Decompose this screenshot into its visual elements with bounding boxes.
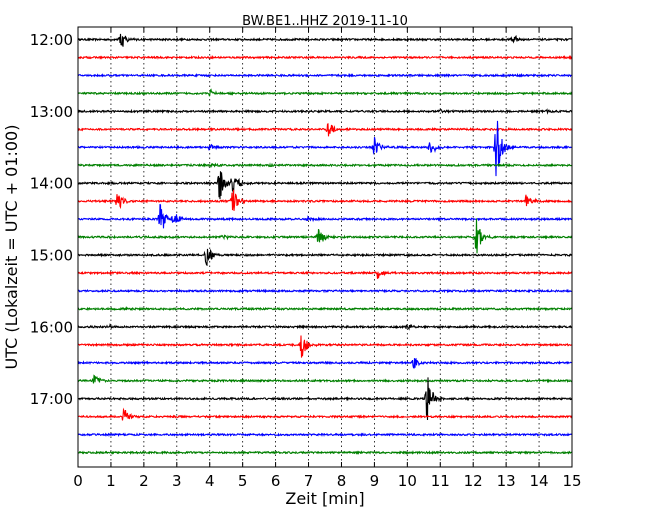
trace-line: [77, 162, 573, 168]
trace-row: [77, 218, 573, 254]
trace-row: [77, 189, 573, 211]
trace-row: [77, 88, 573, 97]
trace-line: [77, 374, 573, 384]
trace-line: [77, 306, 573, 312]
x-tick-label: 8: [337, 472, 347, 490]
x-tick-label: 7: [304, 472, 314, 490]
trace-line: [77, 432, 573, 438]
trace-row: [77, 270, 573, 279]
trace-line: [77, 54, 573, 61]
x-tick-label: 6: [271, 472, 281, 490]
y-tick-label: 16:00: [30, 318, 73, 336]
trace-line: [77, 123, 573, 137]
trace-line: [77, 88, 573, 97]
y-axis-label: UTC (Lokalzeit = UTC + 01:00): [2, 125, 21, 370]
x-tick-label: 11: [431, 472, 450, 490]
x-tick-label: 10: [398, 472, 417, 490]
x-tick-label: 5: [238, 472, 248, 490]
trace-row: [77, 108, 573, 115]
y-tick-label: 12:00: [30, 31, 73, 49]
y-tick-label: 15:00: [30, 247, 73, 265]
trace-line: [77, 270, 573, 279]
trace-row: [77, 374, 573, 384]
vertical-grid: [110, 27, 540, 467]
y-tick-label: 13:00: [30, 103, 73, 121]
trace-line: [77, 189, 573, 211]
trace-line: [77, 171, 573, 200]
trace-line: [77, 322, 573, 331]
trace-line: [77, 120, 573, 177]
trace-line: [77, 33, 573, 47]
x-tick-label: 0: [73, 472, 83, 490]
trace-row: [77, 357, 573, 369]
chart-title: BW.BE1..HHZ 2019-11-10: [242, 14, 408, 29]
plot-frame: [77, 26, 573, 468]
trace-line: [77, 377, 573, 421]
trace-row: [77, 288, 573, 294]
trace-row: [77, 162, 573, 168]
trace-row: [77, 33, 573, 47]
x-tick-label: 13: [497, 472, 516, 490]
trace-line: [77, 288, 573, 294]
trace-line: [77, 357, 573, 369]
x-tick-label: 4: [205, 472, 215, 490]
x-axis-label: Zeit [min]: [285, 489, 364, 508]
trace-line: [77, 218, 573, 254]
x-tick-label: 15: [562, 472, 581, 490]
y-tick-label: 17:00: [30, 390, 73, 408]
trace-line: [77, 108, 573, 115]
trace-line: [77, 72, 573, 79]
trace-line: [77, 407, 573, 421]
trace-line: [77, 335, 573, 358]
trace-row: [77, 450, 573, 456]
trace-row: [77, 248, 573, 267]
x-tick-label: 14: [530, 472, 549, 490]
trace-row: [77, 432, 573, 438]
trace-row: [77, 335, 573, 358]
trace-line: [77, 450, 573, 456]
trace-row: [77, 377, 573, 421]
x-tick-label: 12: [464, 472, 483, 490]
trace-row: [77, 54, 573, 61]
x-tick-label: 1: [106, 472, 116, 490]
trace-line: [77, 203, 573, 229]
trace-group: [77, 33, 573, 456]
x-tick-label: 3: [172, 472, 182, 490]
trace-row: [77, 72, 573, 79]
trace-line: [77, 248, 573, 267]
trace-row: [77, 203, 573, 229]
axis-ticks: 0 1 2 3 4 5 6 7 8 9 10 11 12 13 14 1512:0013:0014:0015:…: [30, 27, 582, 490]
y-tick-label: 14:00: [30, 175, 73, 193]
trace-row: [77, 171, 573, 200]
trace-row: [77, 123, 573, 137]
trace-row: [77, 407, 573, 421]
x-tick-label: 9: [370, 472, 380, 490]
trace-row: [77, 322, 573, 331]
trace-row: [77, 306, 573, 312]
x-tick-label: 2: [139, 472, 149, 490]
trace-row: [77, 120, 573, 177]
